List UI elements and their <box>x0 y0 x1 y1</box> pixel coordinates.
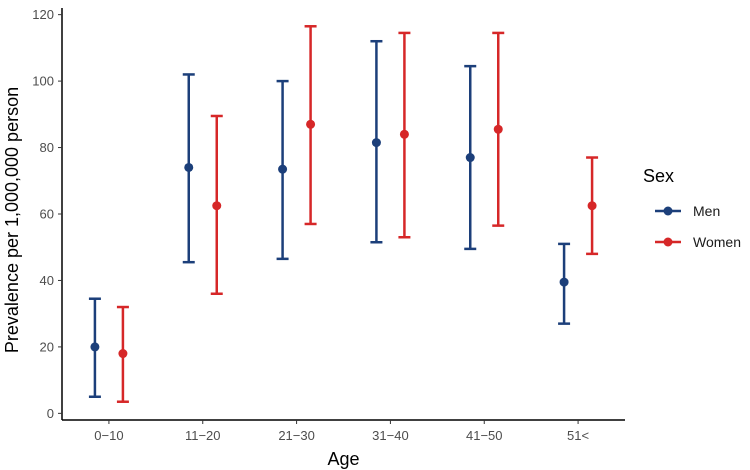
legend-item-men: Men <box>655 203 720 219</box>
data-point <box>90 342 100 352</box>
x-tick-label: 21−30 <box>278 428 315 443</box>
x-axis-ticks: 0−10 11−20 21−30 31−40 41−50 51< <box>94 420 589 443</box>
legend-label: Men <box>693 203 720 219</box>
data-marks <box>88 25 599 403</box>
y-tick-label: 120 <box>32 7 54 22</box>
x-tick-label: 11−20 <box>185 428 221 443</box>
y-axis-ticks: 0 20 40 60 80 100 120 <box>32 7 62 421</box>
data-point <box>587 201 597 211</box>
y-tick-label: 0 <box>47 406 54 421</box>
data-point <box>493 124 503 134</box>
data-point <box>559 277 569 287</box>
data-point <box>371 138 381 148</box>
y-axis-title: Prevalence per 1,000,000 person <box>2 87 22 353</box>
legend: Sex Men Women <box>643 166 741 250</box>
data-point <box>212 201 222 211</box>
x-tick-label: 31−40 <box>372 428 409 443</box>
data-point <box>306 119 316 129</box>
y-tick-label: 40 <box>40 273 54 288</box>
legend-item-women: Women <box>655 234 741 250</box>
data-point <box>399 129 409 139</box>
y-tick-label: 60 <box>40 207 54 222</box>
data-point <box>184 162 194 172</box>
data-point <box>465 153 475 163</box>
x-tick-label: 41−50 <box>466 428 503 443</box>
series-men <box>88 39 571 398</box>
data-point <box>118 349 128 359</box>
x-axis-title: Age <box>327 449 359 469</box>
series-women <box>116 25 599 403</box>
y-tick-label: 20 <box>40 339 54 354</box>
y-tick-label: 100 <box>32 74 54 89</box>
legend-key-point <box>663 206 673 216</box>
data-point <box>278 164 288 174</box>
x-tick-label: 51< <box>567 428 589 443</box>
x-tick-label: 0−10 <box>94 428 123 443</box>
y-tick-label: 80 <box>40 140 54 155</box>
legend-title: Sex <box>643 166 674 186</box>
legend-key-point <box>663 237 673 247</box>
plot-area: 0 20 40 60 80 100 120 0−10 11−20 21−30 31−40 41−50… <box>32 7 625 443</box>
legend-label: Women <box>693 234 741 250</box>
